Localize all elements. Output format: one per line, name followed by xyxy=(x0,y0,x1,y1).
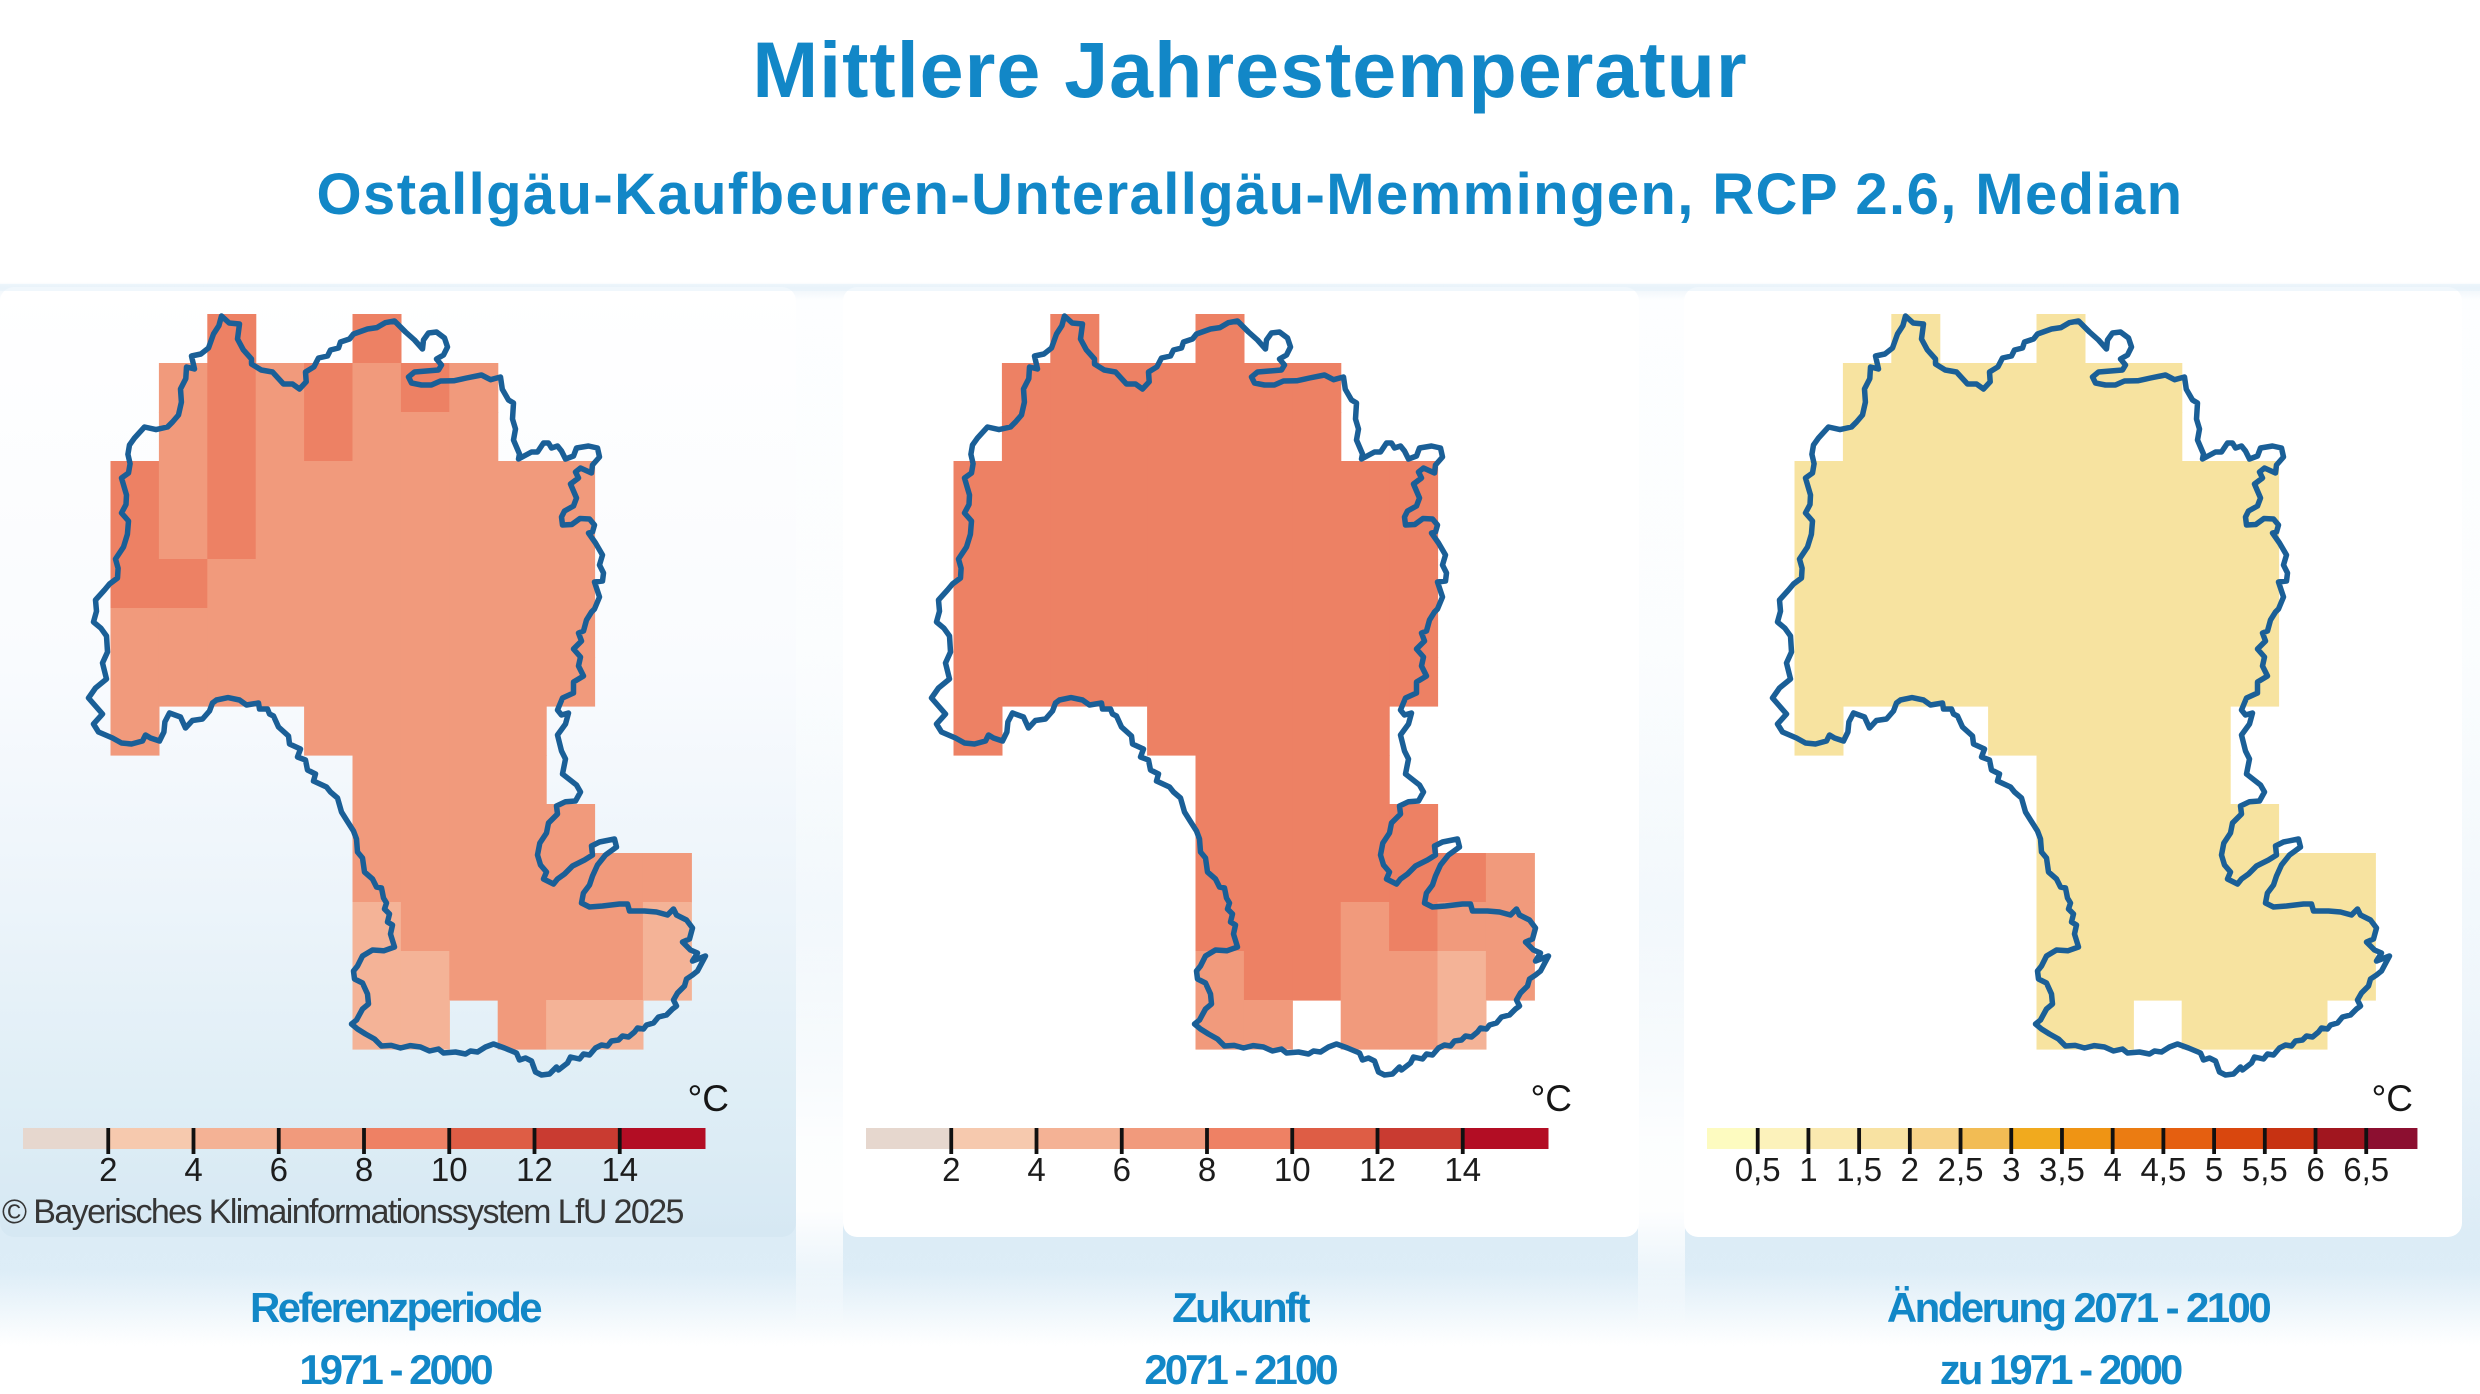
svg-text:5: 5 xyxy=(2205,1151,2223,1188)
svg-text:1,5: 1,5 xyxy=(1836,1151,1882,1188)
svg-text:2,5: 2,5 xyxy=(1938,1151,1984,1188)
svg-text:10: 10 xyxy=(431,1151,468,1188)
svg-text:5,5: 5,5 xyxy=(2242,1151,2288,1188)
svg-text:4,5: 4,5 xyxy=(2140,1151,2186,1188)
svg-text:6: 6 xyxy=(270,1151,288,1188)
svg-text:0,5: 0,5 xyxy=(1735,1151,1781,1188)
svg-text:2: 2 xyxy=(99,1151,117,1188)
svg-text:4: 4 xyxy=(2104,1151,2122,1188)
svg-text:6,5: 6,5 xyxy=(2343,1151,2389,1188)
svg-text:© Bayerisches Klimainformation: © Bayerisches Klimainformationssystem Lf… xyxy=(2,1193,684,1231)
svg-text:°C: °C xyxy=(2371,1078,2413,1119)
svg-text:4: 4 xyxy=(1027,1151,1045,1188)
svg-text:6: 6 xyxy=(2306,1151,2324,1188)
svg-text:°C: °C xyxy=(1530,1078,1572,1119)
svg-text:2: 2 xyxy=(1901,1151,1919,1188)
svg-text:3,5: 3,5 xyxy=(2039,1151,2085,1188)
svg-text:14: 14 xyxy=(601,1151,638,1188)
svg-text:2: 2 xyxy=(942,1151,960,1188)
svg-text:8: 8 xyxy=(355,1151,373,1188)
svg-text:8: 8 xyxy=(1198,1151,1216,1188)
svg-text:1: 1 xyxy=(1799,1151,1817,1188)
svg-text:6: 6 xyxy=(1113,1151,1131,1188)
svg-text:10: 10 xyxy=(1274,1151,1311,1188)
svg-text:14: 14 xyxy=(1444,1151,1481,1188)
svg-text:°C: °C xyxy=(687,1078,729,1119)
svg-text:12: 12 xyxy=(1359,1151,1396,1188)
svg-text:12: 12 xyxy=(516,1151,553,1188)
svg-text:4: 4 xyxy=(184,1151,202,1188)
svg-text:3: 3 xyxy=(2002,1151,2020,1188)
